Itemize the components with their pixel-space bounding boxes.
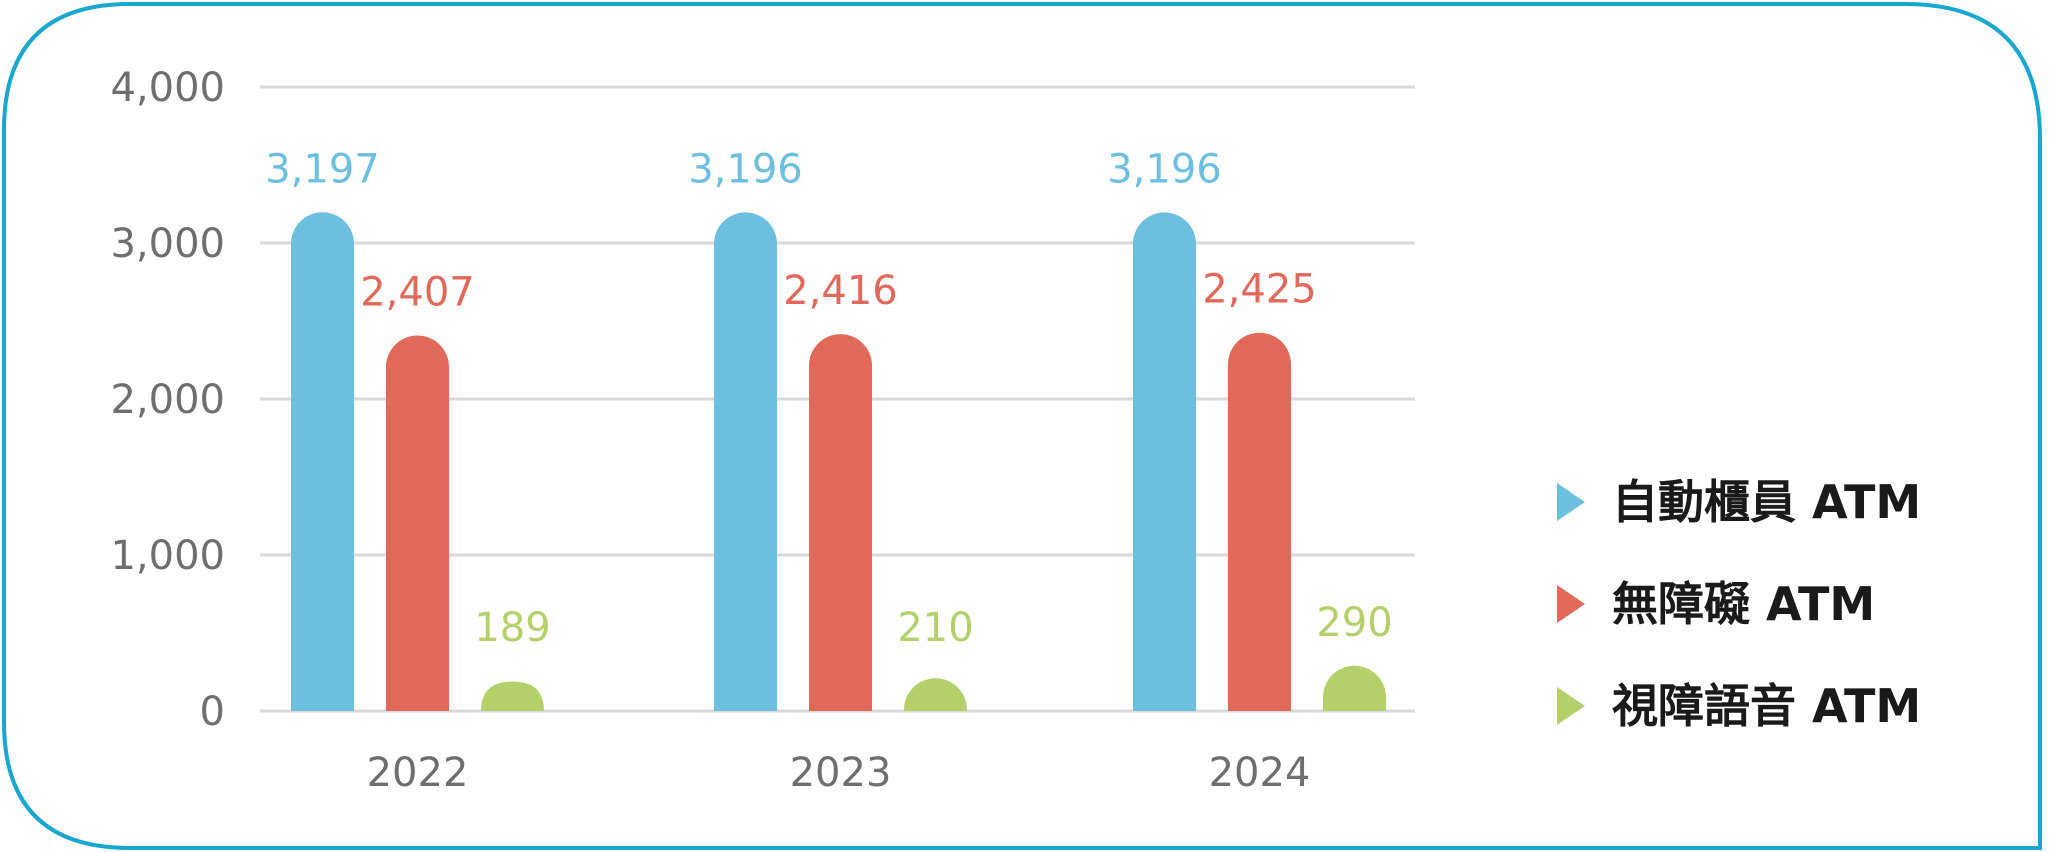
bar-2023-series-0 <box>714 212 777 711</box>
data-label: 3,196 <box>1107 146 1222 192</box>
x-category-label: 2023 <box>790 750 892 796</box>
y-tick-label: 1,000 <box>110 533 225 579</box>
data-label: 2,425 <box>1202 267 1317 313</box>
bar-2022-series-2 <box>481 681 544 711</box>
bars <box>291 212 1386 712</box>
y-tick-label: 4,000 <box>110 65 225 111</box>
legend-marker-icon <box>1557 483 1585 521</box>
legend: 自動櫃員 ATM 無障礙 ATM 視障語音 ATM <box>1557 475 1921 733</box>
data-labels: 3,197 2,407 189 3,196 2,416 210 3,196 2,425 290 <box>265 146 1392 651</box>
legend-label: 無障礙 ATM <box>1612 577 1875 631</box>
legend-label: 視障語音 ATM <box>1612 679 1921 733</box>
bar-2024-series-0 <box>1133 212 1196 711</box>
x-category-label: 2022 <box>367 750 469 796</box>
y-tick-label: 0 <box>200 689 225 735</box>
data-label: 210 <box>897 605 973 651</box>
bar-2022-series-1 <box>386 335 449 711</box>
legend-label: 自動櫃員 ATM <box>1612 475 1921 529</box>
data-label: 3,197 <box>265 146 380 192</box>
y-axis-tick-labels: 0 1,000 2,000 3,000 4,000 <box>110 65 225 735</box>
bar-2023-series-1 <box>809 334 872 711</box>
x-axis-category-labels: 2022 2023 2024 <box>367 750 1311 796</box>
y-tick-label: 2,000 <box>110 377 225 423</box>
bar-2023-series-2 <box>904 678 967 711</box>
data-label: 3,196 <box>688 146 803 192</box>
bar-2024-series-1 <box>1228 332 1291 711</box>
y-tick-label: 3,000 <box>110 221 225 267</box>
bar-2024-series-2 <box>1323 665 1386 711</box>
data-label: 2,416 <box>783 268 898 314</box>
legend-marker-icon <box>1557 687 1585 725</box>
legend-marker-icon <box>1557 585 1585 623</box>
data-label: 2,407 <box>360 270 475 316</box>
x-category-label: 2024 <box>1209 750 1311 796</box>
data-label: 189 <box>474 605 550 651</box>
data-label: 290 <box>1316 600 1392 646</box>
bar-2022-series-0 <box>291 212 354 712</box>
